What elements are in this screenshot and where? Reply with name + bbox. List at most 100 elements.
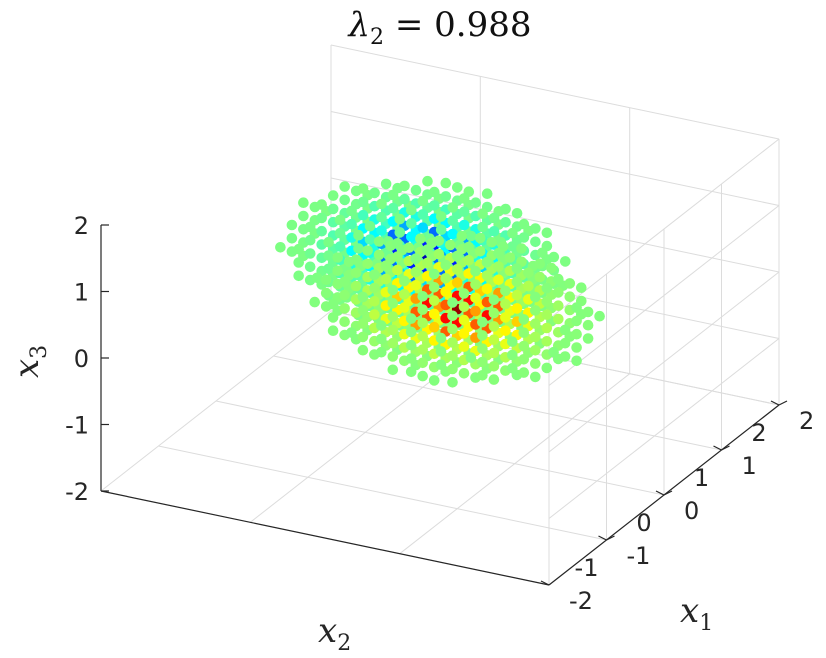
- data-point: [493, 274, 504, 286]
- data-point: [518, 232, 530, 243]
- data-point: [559, 324, 571, 336]
- data-point: [387, 202, 399, 214]
- data-point: [477, 356, 488, 368]
- data-point: [530, 371, 541, 383]
- data-point: [458, 341, 470, 353]
- grid-line: [330, 44, 780, 140]
- data-point: [392, 264, 403, 276]
- z-tick-label: -1: [65, 412, 89, 440]
- data-point: [452, 182, 463, 193]
- data-point: [327, 312, 339, 323]
- data-point: [339, 303, 350, 314]
- data-point: [451, 277, 463, 288]
- data-point: [320, 274, 332, 286]
- data-point: [435, 224, 447, 235]
- data-point: [417, 317, 429, 329]
- data-point: [357, 331, 369, 343]
- data-point: [458, 368, 470, 379]
- y-tick-mark: [721, 445, 730, 451]
- data-point: [350, 267, 362, 279]
- data-point: [534, 258, 546, 270]
- data-point: [451, 264, 463, 275]
- data-point: [410, 184, 422, 196]
- data-point: [428, 321, 440, 333]
- data-point: [392, 251, 403, 262]
- data-point: [507, 363, 518, 374]
- data-point: [511, 289, 523, 301]
- data-point: [481, 270, 493, 281]
- data-point: [327, 298, 339, 310]
- data-point: [516, 243, 527, 254]
- data-point: [364, 234, 376, 245]
- data-point: [477, 343, 488, 355]
- data-point: [380, 178, 392, 190]
- data-point: [435, 346, 447, 357]
- data-point: [458, 328, 470, 339]
- data-point: [488, 334, 500, 346]
- data-point: [470, 292, 481, 304]
- data-point: [440, 177, 452, 189]
- data-point: [488, 361, 500, 372]
- data-point: [447, 297, 458, 308]
- data-point: [357, 344, 369, 356]
- data-point: [293, 243, 305, 255]
- data-point: [571, 302, 582, 313]
- data-point: [488, 321, 500, 332]
- data-point: [530, 291, 541, 303]
- grid-line: [548, 205, 780, 386]
- y-tick-mark: [606, 535, 615, 541]
- data-point: [541, 362, 553, 374]
- data-point: [530, 345, 541, 356]
- data-point: [523, 267, 534, 279]
- data-point: [376, 225, 387, 236]
- data-point: [376, 320, 387, 331]
- x-tick-label: 1: [742, 452, 757, 480]
- data-point: [387, 337, 399, 349]
- data-point: [334, 241, 346, 252]
- data-point: [429, 186, 440, 198]
- data-point: [369, 282, 380, 294]
- data-point: [447, 377, 458, 388]
- data-point: [500, 325, 511, 337]
- data-point: [339, 289, 350, 301]
- data-point: [357, 183, 369, 194]
- data-point: [518, 218, 530, 230]
- data-point: [541, 227, 553, 239]
- data-point: [440, 259, 452, 271]
- data-point: [406, 231, 417, 242]
- grid-line: [215, 400, 665, 496]
- data-point: [323, 263, 334, 275]
- y-tick-mark: [663, 490, 673, 496]
- y-tick-label: 0: [636, 509, 651, 537]
- x-tick-label: 2: [799, 407, 814, 435]
- data-point: [458, 314, 470, 326]
- data-point: [380, 273, 392, 285]
- data-point: [350, 280, 362, 292]
- data-point: [387, 189, 399, 201]
- grid-line: [548, 271, 780, 453]
- data-point: [445, 239, 456, 251]
- data-point: [286, 219, 298, 231]
- points-layer: [275, 175, 605, 388]
- data-point: [357, 209, 369, 221]
- data-point: [387, 311, 399, 322]
- data-point: [553, 287, 564, 298]
- data-point: [298, 210, 309, 222]
- data-point: [470, 279, 481, 290]
- data-point: [422, 175, 433, 187]
- data-point: [465, 230, 477, 242]
- data-point: [546, 262, 557, 274]
- data-point: [275, 242, 286, 253]
- data-point: [293, 257, 305, 268]
- data-point: [327, 325, 339, 337]
- y-axis-label: x2: [318, 611, 351, 656]
- data-point: [417, 291, 429, 302]
- data-point: [518, 314, 530, 325]
- title-symbol: λ: [346, 5, 370, 45]
- data-point: [571, 315, 582, 327]
- data-point: [481, 283, 493, 295]
- data-point: [477, 330, 488, 341]
- data-point: [387, 324, 399, 336]
- data-point: [440, 191, 452, 202]
